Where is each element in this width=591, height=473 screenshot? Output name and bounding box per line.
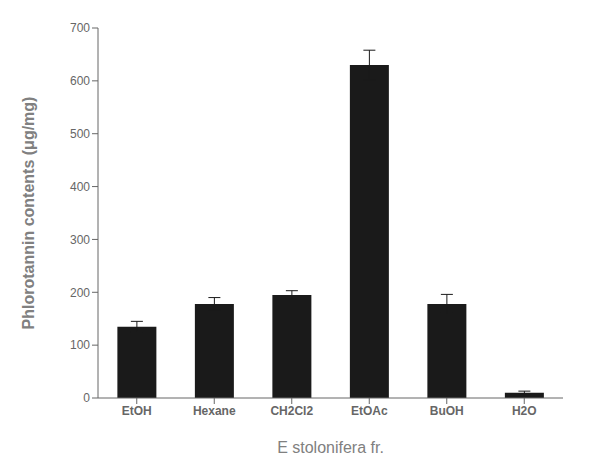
svg-text:500: 500	[70, 127, 90, 141]
svg-text:300: 300	[70, 233, 90, 247]
svg-text:E stolonifera fr.: E stolonifera fr.	[277, 439, 384, 456]
svg-text:BuOH: BuOH	[430, 404, 464, 418]
svg-text:EtOH: EtOH	[122, 404, 152, 418]
svg-text:200: 200	[70, 286, 90, 300]
svg-text:0: 0	[83, 391, 90, 405]
svg-text:Phlorotannin contents (μg/mg): Phlorotannin contents (μg/mg)	[20, 97, 37, 330]
svg-text:100: 100	[70, 338, 90, 352]
svg-text:400: 400	[70, 180, 90, 194]
svg-text:Hexane: Hexane	[193, 404, 236, 418]
svg-text:EtOAc: EtOAc	[351, 404, 388, 418]
svg-text:700: 700	[70, 21, 90, 35]
svg-text:H2O: H2O	[512, 404, 537, 418]
svg-text:600: 600	[70, 74, 90, 88]
svg-text:CH2Cl2: CH2Cl2	[270, 404, 313, 418]
